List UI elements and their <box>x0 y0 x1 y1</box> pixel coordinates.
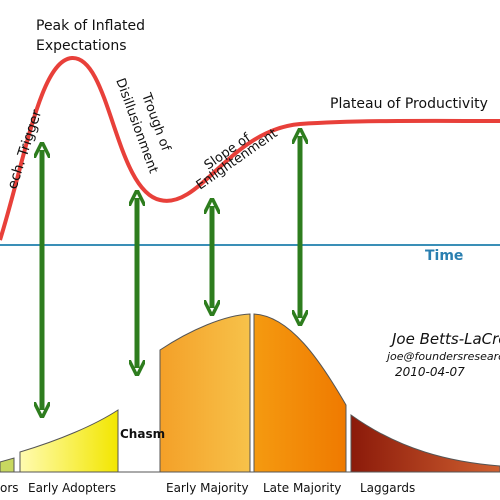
hype-curve <box>0 55 500 241</box>
segment-label: Early Majority <box>166 481 249 495</box>
innovators-segment <box>0 457 15 473</box>
author-name: Joe Betts-LaCro <box>389 330 500 348</box>
early-majority-segment <box>159 313 251 473</box>
late-majority-segment <box>253 313 347 473</box>
axis-label: Time <box>425 248 463 264</box>
early-adopters-segment <box>19 409 119 473</box>
segment-label: Early Adopters <box>28 481 116 495</box>
trigger-label: ech. Trigger <box>5 108 46 192</box>
segment-label: Late Majority <box>263 481 341 495</box>
plateau-label: Plateau of Productivity <box>330 96 488 112</box>
author-email: joe@foundersresearch.c <box>385 350 500 363</box>
peak-label: Expectations <box>36 38 127 54</box>
segment-label: ors <box>0 481 19 495</box>
arrows <box>42 136 300 410</box>
laggards-segment <box>350 414 500 473</box>
peak-label: Peak of Inflated <box>36 18 145 34</box>
segment-label: Laggards <box>360 481 415 495</box>
chasm-label: Chasm <box>120 427 165 441</box>
author-date: 2010-04-07 <box>395 365 465 379</box>
